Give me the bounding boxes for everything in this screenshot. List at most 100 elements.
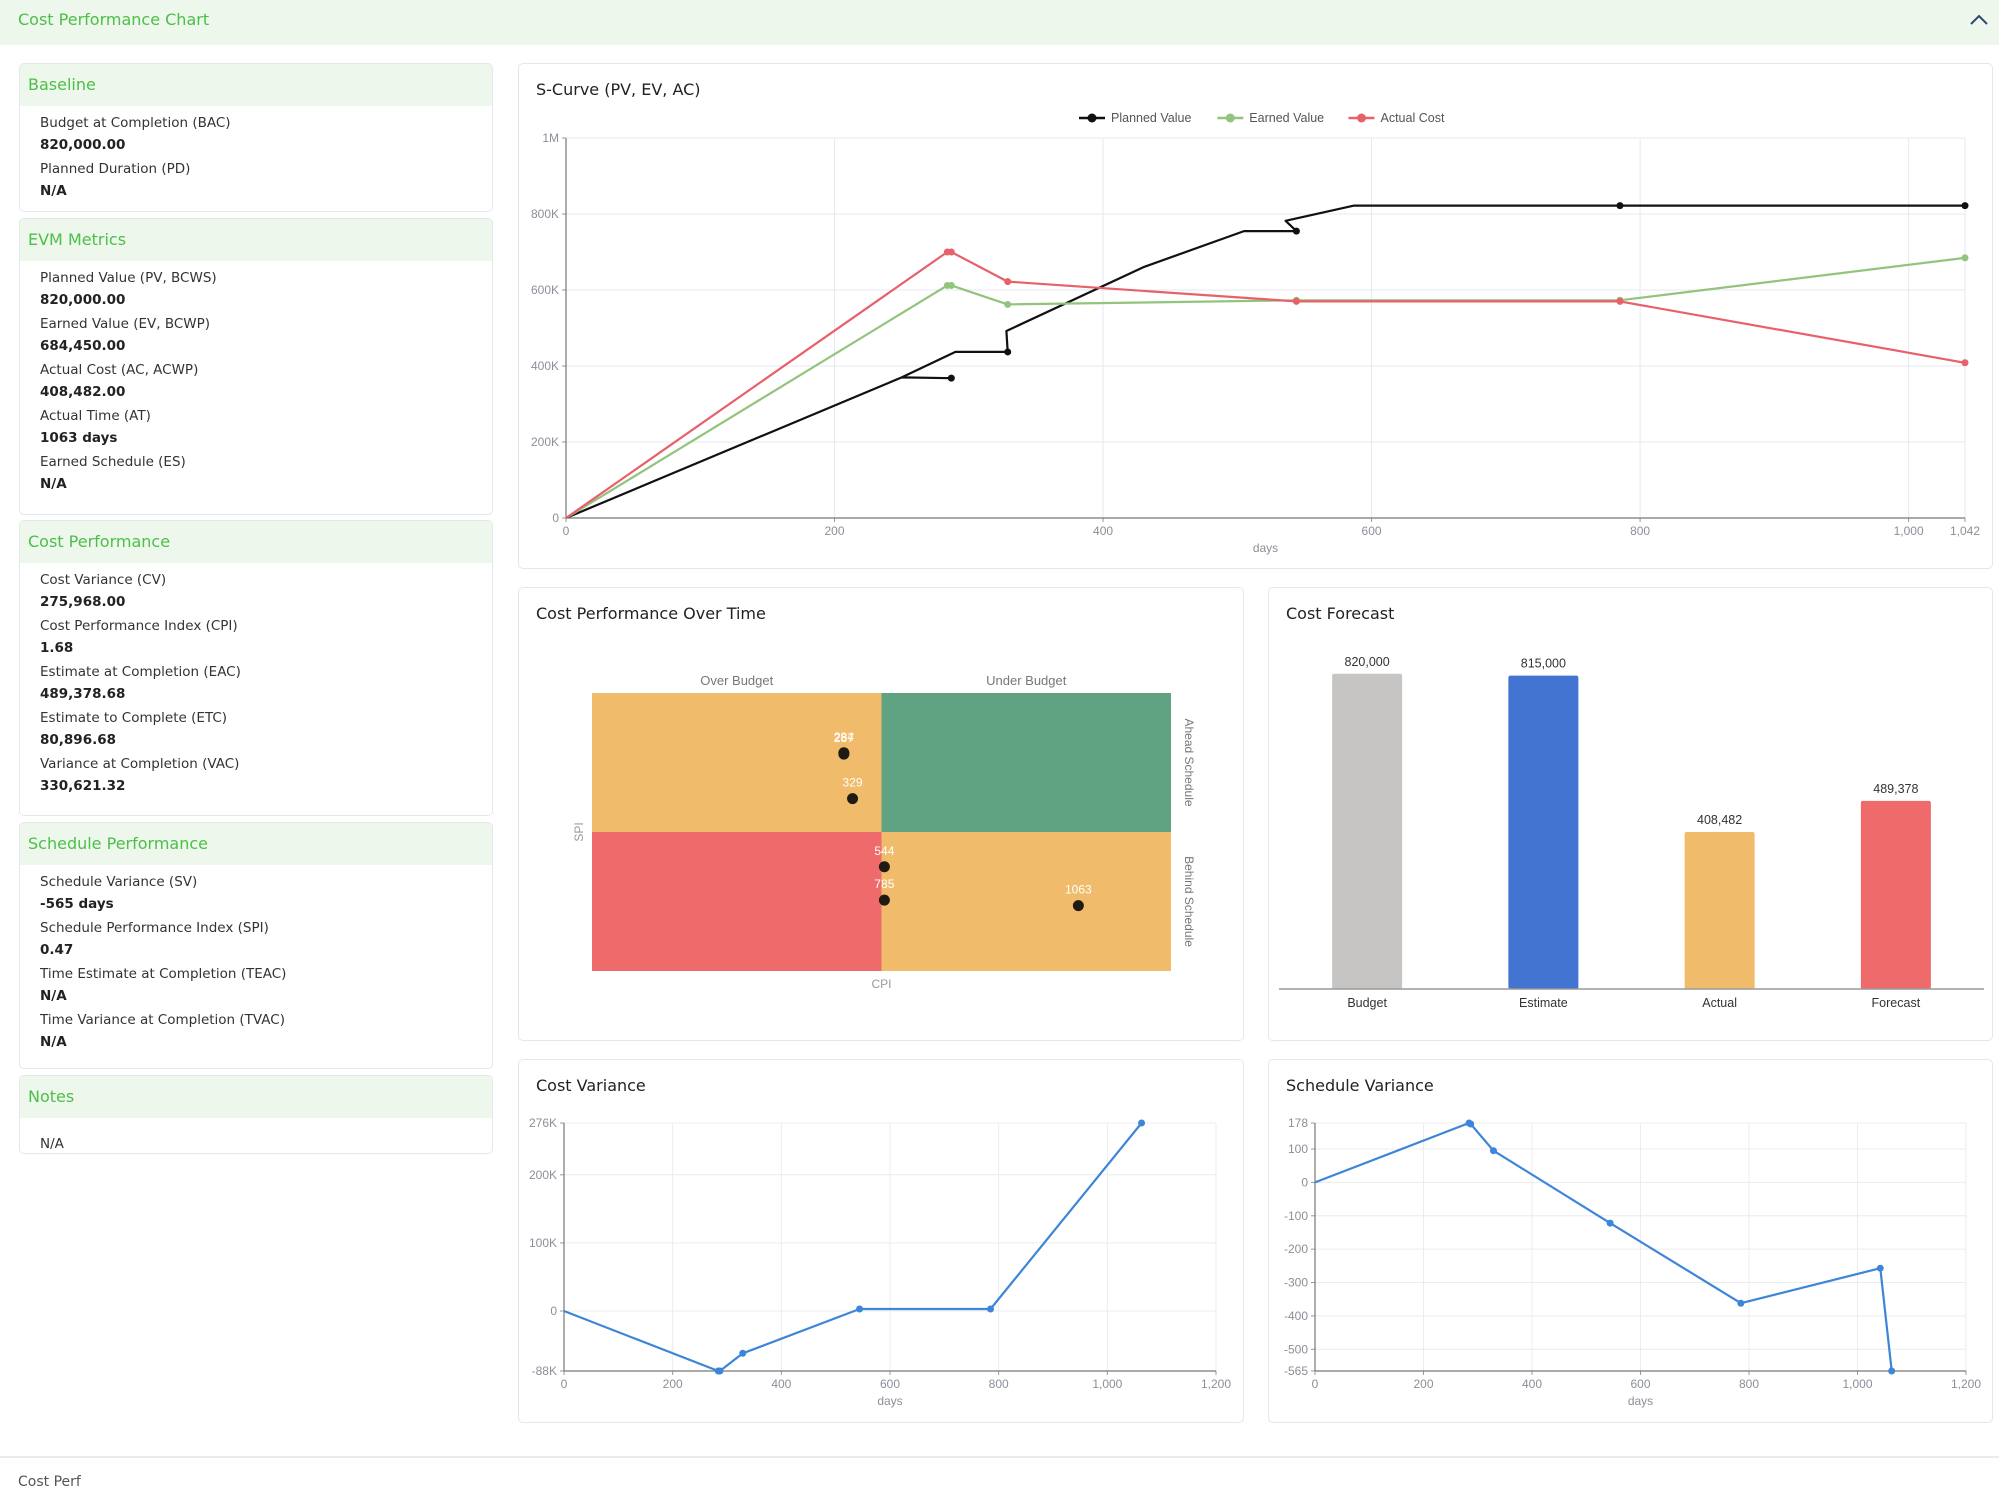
x-tick-label: 600 bbox=[880, 1377, 900, 1391]
baseline-card: Baseline Budget at Completion (BAC) 820,0… bbox=[19, 63, 493, 212]
metric-value: 489,378.68 bbox=[40, 686, 126, 702]
data-point bbox=[1961, 202, 1969, 210]
data-point bbox=[1004, 300, 1012, 308]
y-tick-label: 0 bbox=[550, 1304, 557, 1318]
x-tick-label: 200 bbox=[825, 524, 845, 538]
series-line-cost-variance bbox=[563, 1122, 1143, 1373]
data-point bbox=[987, 1305, 995, 1313]
data-point bbox=[1888, 1367, 1896, 1375]
x-axis-label: days bbox=[1628, 1394, 1653, 1408]
x-tick-label: 600 bbox=[1630, 1377, 1650, 1391]
legend-marker bbox=[1357, 113, 1366, 123]
schedule-variance-card: Schedule Variance -565 -500 -400 -300 -200 -1… bbox=[1268, 1059, 1993, 1423]
legend-label: Earned Value bbox=[1249, 111, 1324, 125]
data-point bbox=[1489, 1147, 1497, 1155]
cost-variance-chart: -88K 0 100K 200K 276K 0 200 400 600 800 1,000 1,200… bbox=[529, 1116, 1231, 1408]
quadrant-over-budget-ahead bbox=[592, 693, 882, 832]
metric-value: -565 days bbox=[40, 896, 114, 912]
x-tick-label: 1,000 bbox=[1842, 1377, 1872, 1391]
series-line-earned-value bbox=[565, 256, 1966, 519]
y-tick-label: 600K bbox=[531, 283, 559, 297]
schedule-performance-body: Schedule Variance (SV) -565 days Schedule … bbox=[20, 865, 492, 1051]
bar-budget bbox=[1332, 673, 1403, 989]
x-tick-label: 1,200 bbox=[1201, 1377, 1231, 1391]
metric-label: Cost Variance (CV) bbox=[40, 572, 167, 588]
metric-label: Variance at Completion (VAC) bbox=[40, 756, 240, 772]
metric-value: N/A bbox=[40, 1034, 67, 1050]
x-tick-label: 200 bbox=[1413, 1377, 1433, 1391]
quadrant-under-budget-ahead bbox=[881, 693, 1171, 832]
cpot-title: Cost Performance Over Time bbox=[536, 604, 766, 623]
x-tick-label: 0 bbox=[1312, 1377, 1319, 1391]
data-point bbox=[1961, 254, 1969, 262]
metric-label: Earned Schedule (ES) bbox=[40, 454, 186, 470]
data-point bbox=[1606, 1219, 1614, 1227]
schedule-performance-title: Schedule Performance bbox=[20, 823, 492, 865]
metric-label: Cost Performance Index (CPI) bbox=[40, 618, 238, 634]
data-point bbox=[878, 861, 890, 873]
legend-label: Actual Cost bbox=[1381, 111, 1445, 125]
data-point bbox=[847, 793, 859, 805]
series-line-schedule-variance bbox=[1314, 1121, 1893, 1372]
bar-value-label: 408,482 bbox=[1697, 813, 1742, 827]
s-curve-chart: 0 200K 400K 600K 800K 1M 0 200 400 600 800 1,000 1,0… bbox=[531, 111, 1980, 555]
quadrant-label-ahead-schedule: Ahead Schedule bbox=[1182, 718, 1196, 806]
y-tick-label: -200 bbox=[1284, 1242, 1308, 1256]
metric-label: Schedule Variance (SV) bbox=[40, 874, 198, 890]
y-tick-label: 800K bbox=[531, 207, 559, 221]
metric-value: 1.68 bbox=[40, 640, 74, 656]
data-point bbox=[1292, 227, 1300, 235]
metric-value: 0.47 bbox=[40, 942, 74, 958]
quadrant-over-budget-behind bbox=[592, 832, 882, 971]
metric-label: Estimate at Completion (EAC) bbox=[40, 664, 241, 680]
data-point bbox=[1467, 1120, 1475, 1128]
metric-label: Budget at Completion (BAC) bbox=[40, 115, 231, 131]
s-curve-title: S-Curve (PV, EV, AC) bbox=[536, 80, 701, 99]
x-tick-label: 200 bbox=[663, 1377, 683, 1391]
next-section-title: Cost Perf bbox=[18, 1474, 81, 1490]
cost-performance-body: Cost Variance (CV) 275,968.00 Cost Perform… bbox=[20, 563, 492, 795]
x-tick-label: 800 bbox=[989, 1377, 1009, 1391]
x-tick-label: 1,000 bbox=[1894, 524, 1924, 538]
data-point-label: 284 bbox=[834, 730, 854, 744]
quadrant-label-behind-schedule: Behind Schedule bbox=[1182, 856, 1196, 947]
schedule-variance-title: Schedule Variance bbox=[1286, 1076, 1434, 1095]
notes-text: N/A bbox=[40, 1136, 64, 1152]
quadrant-label-under-budget: Under Budget bbox=[986, 673, 1067, 688]
x-axis-label: CPI bbox=[871, 977, 891, 991]
data-point bbox=[1004, 278, 1012, 286]
data-point bbox=[739, 1349, 747, 1357]
metric-value: N/A bbox=[40, 988, 67, 1004]
x-tick-label: Budget bbox=[1347, 996, 1387, 1010]
data-point bbox=[1004, 348, 1012, 356]
metric-value: N/A bbox=[40, 183, 67, 199]
section-header[interactable]: Cost Performance Chart bbox=[0, 0, 1999, 45]
metric-label: Actual Cost (AC, ACWP) bbox=[40, 362, 199, 378]
y-tick-label: 400K bbox=[531, 359, 559, 373]
y-tick-label: 200K bbox=[529, 1168, 557, 1182]
y-axis-label: SPI bbox=[572, 822, 586, 841]
cost-performance-over-time-card: Cost Performance Over Time Over Budget Un… bbox=[518, 587, 1244, 1041]
metric-label: Actual Time (AT) bbox=[40, 408, 151, 424]
cost-forecast-card: Cost Forecast 820,000 Budget 815,000 Estima… bbox=[1268, 587, 1993, 1041]
evm-metrics-body: Planned Value (PV, BCWS) 820,000.00 Earned… bbox=[20, 261, 492, 493]
bar-value-label: 815,000 bbox=[1521, 657, 1566, 671]
x-tick-label: 1,000 bbox=[1092, 1377, 1122, 1391]
x-tick-label: 400 bbox=[771, 1377, 791, 1391]
data-point-label: 329 bbox=[843, 776, 863, 790]
y-tick-label: -300 bbox=[1284, 1276, 1308, 1290]
y-tick-label: 200K bbox=[531, 435, 559, 449]
cost-performance-card: Cost Performance Cost Variance (CV) 275,9… bbox=[19, 520, 493, 816]
y-tick-label: 100K bbox=[529, 1236, 557, 1250]
y-tick-label: 100 bbox=[1288, 1142, 1308, 1156]
x-tick-label: 1,200 bbox=[1951, 1377, 1981, 1391]
cost-forecast-chart: 820,000 Budget 815,000 Estimate 408,482 Actua… bbox=[1279, 655, 1984, 1010]
metric-label: Time Variance at Completion (TVAC) bbox=[40, 1012, 285, 1028]
metric-value: 275,968.00 bbox=[40, 594, 126, 610]
metric-value: 408,482.00 bbox=[40, 384, 126, 400]
x-tick-label: Estimate bbox=[1519, 996, 1568, 1010]
x-tick-label: 0 bbox=[563, 524, 570, 538]
y-tick-label: 0 bbox=[1301, 1175, 1308, 1189]
chevron-up-icon[interactable] bbox=[1967, 10, 1991, 30]
quadrant-label-over-budget: Over Budget bbox=[700, 673, 773, 688]
